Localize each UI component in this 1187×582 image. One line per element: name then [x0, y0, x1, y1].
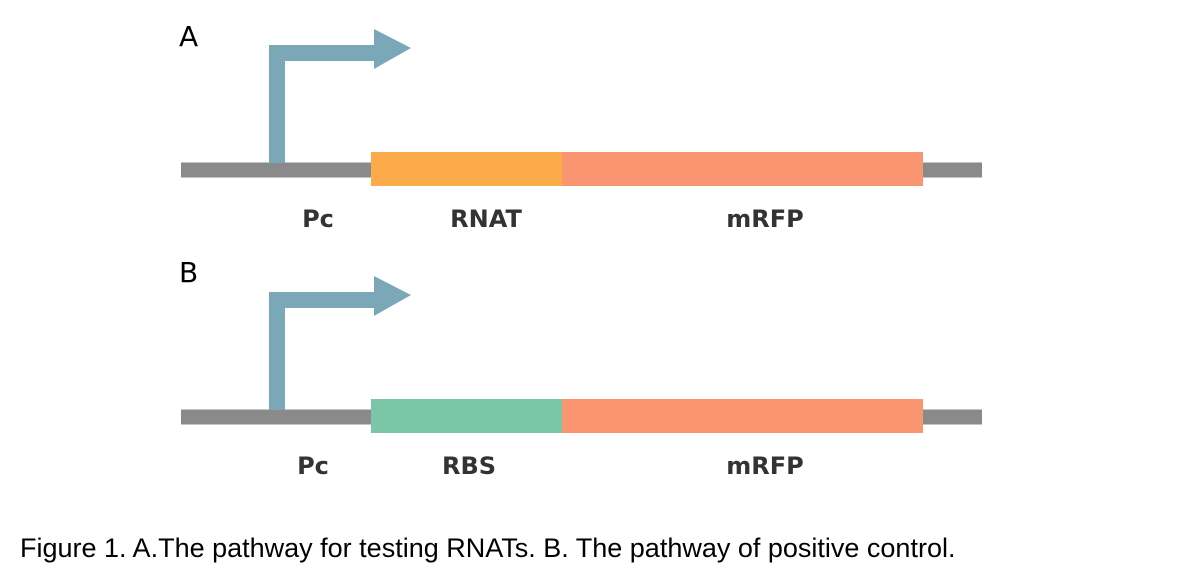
figure-caption: Figure 1. A.The pathway for testing RNAT…: [20, 533, 956, 563]
segment-a-mrfp: [562, 152, 923, 186]
segment-b-rbs: [371, 399, 563, 433]
promoter-arrow-b: [269, 276, 411, 410]
segment-label-b-rbs: RBS: [441, 452, 497, 480]
segment-b-mrfp: [562, 399, 923, 433]
segment-label-a-rnat: RNAT: [450, 205, 522, 233]
segment-label-b-mrfp: mRFP: [726, 452, 804, 480]
construct-a: [181, 29, 982, 186]
panel-letter-a: A: [179, 20, 199, 53]
panel-letter-b: B: [179, 256, 199, 289]
promoter-label-b: Pc: [297, 452, 329, 480]
promoter-label-a: Pc: [302, 205, 334, 233]
promoter-arrow-a: [269, 29, 411, 163]
segment-a-rnat: [371, 152, 563, 186]
construct-b: [181, 276, 982, 433]
segment-label-a-mrfp: mRFP: [726, 205, 804, 233]
